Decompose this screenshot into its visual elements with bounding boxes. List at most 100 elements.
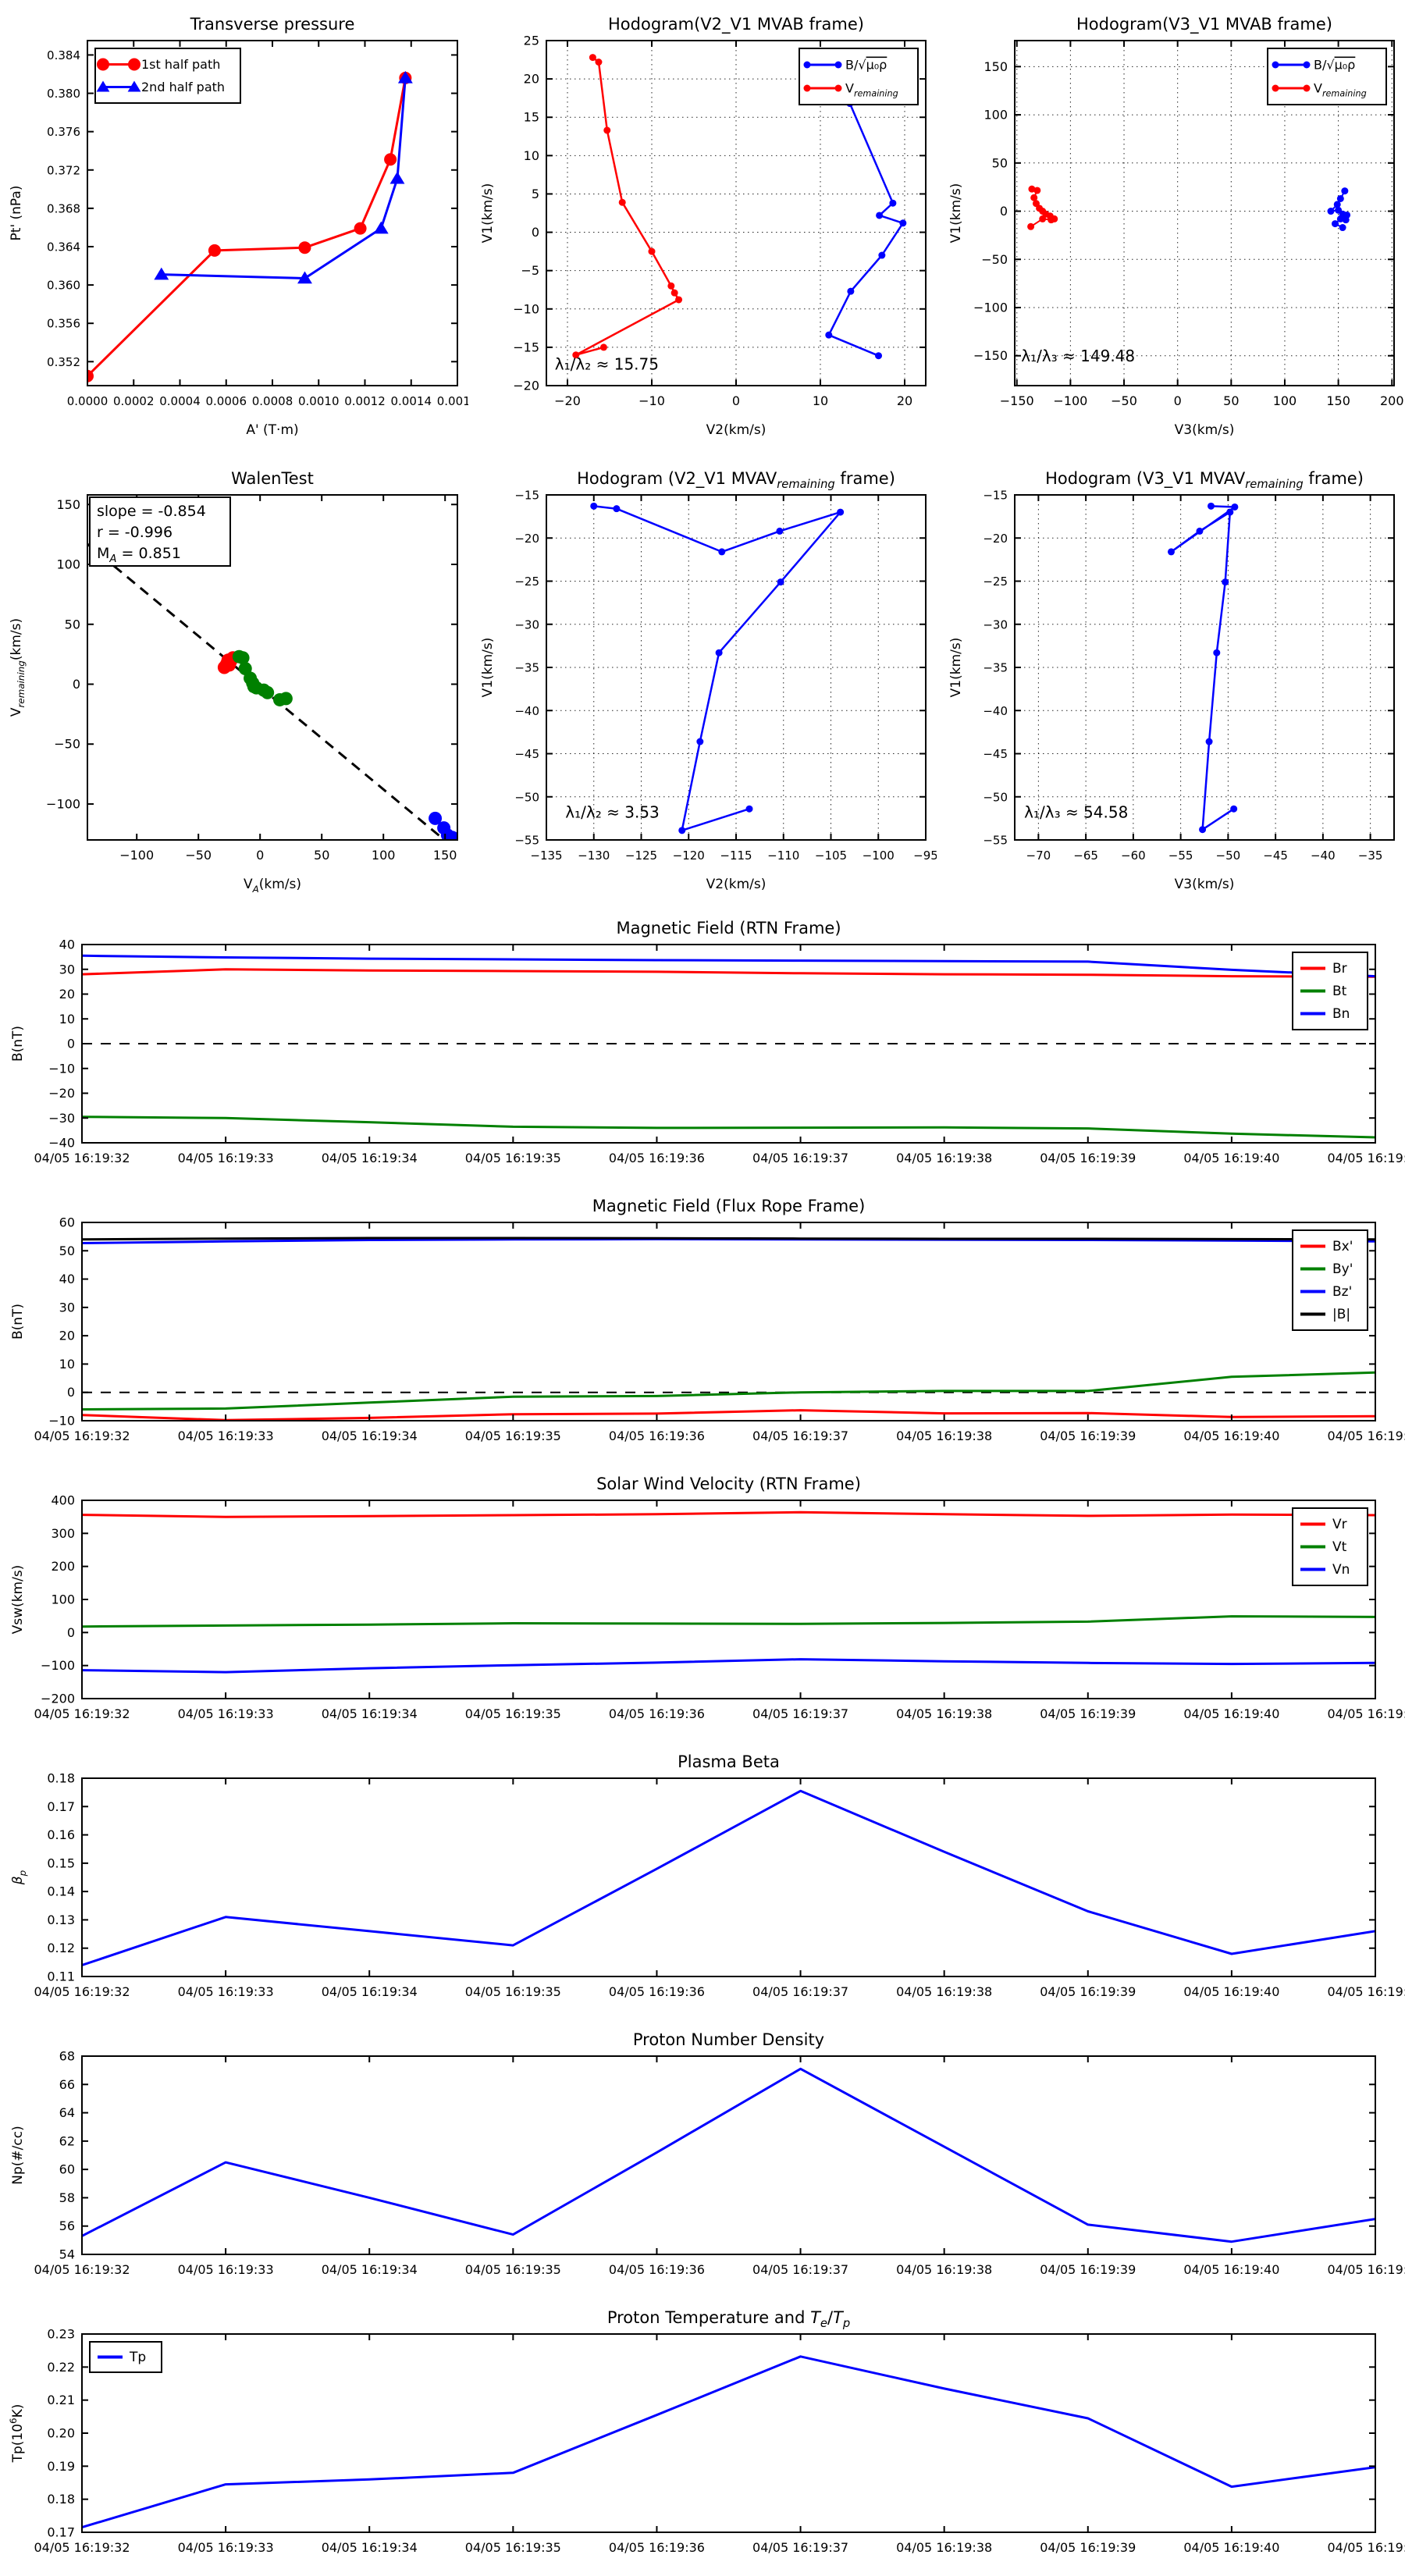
svg-text:300: 300 [51,1526,75,1541]
svg-text:−45: −45 [514,747,539,761]
svg-text:−35: −35 [983,661,1008,675]
svg-text:r = -0.996: r = -0.996 [97,524,173,541]
plot-title-proton-temperature: Proton Temperature and Te/Tp [607,2308,850,2330]
y-axis-label: B(nT) [10,1026,26,1062]
svg-text:0.22: 0.22 [47,2360,75,2375]
plot-proton-temperature: 04/05 16:19:32 04/05 16:19:33 04/05 16:19:… [8,2308,1405,2555]
legend-label: Vt [1332,1539,1347,1555]
plot-title-b-rtn: Magnetic Field (RTN Frame) [616,919,841,938]
legend: Vr Vt Vn [1292,1507,1368,1586]
svg-text:−30: −30 [48,1111,75,1126]
svg-text:0.356: 0.356 [47,317,80,331]
plot-title-hodogram-v3v1-mvav: Hodogram (V3_V1 MVAVremaining frame) [1045,469,1364,491]
legend-label: Bx' [1332,1239,1353,1254]
svg-text:04/05 16:19:36: 04/05 16:19:36 [609,2262,705,2277]
plot-title-vsw-rtn: Solar Wind Velocity (RTN Frame) [596,1475,861,1493]
svg-text:0.23: 0.23 [47,2327,75,2342]
annotation: λ₁/λ₃ ≈ 149.48 [1021,347,1135,365]
svg-text:50: 50 [314,848,329,863]
svg-text:0.368: 0.368 [47,201,80,215]
legend-label: B/√μ₀ρ [845,58,887,73]
svg-text:−135: −135 [530,849,562,863]
svg-text:−55: −55 [514,834,539,848]
svg-text:0: 0 [67,1385,75,1400]
x-axis-label: VA(km/s) [244,877,301,895]
svg-text:0.17: 0.17 [47,2525,75,2540]
svg-text:04/05 16:19:36: 04/05 16:19:36 [609,1984,705,1999]
svg-text:0.0006: 0.0006 [206,394,247,408]
svg-text:04/05 16:19:41: 04/05 16:19:41 [1327,1984,1405,1999]
svg-text:0.0010: 0.0010 [298,394,340,408]
svg-text:−20: −20 [513,379,539,393]
svg-text:04/05 16:19:39: 04/05 16:19:39 [1040,2262,1136,2277]
svg-text:04/05 16:19:34: 04/05 16:19:34 [322,1151,418,1165]
x-axis-label: V3(km/s) [1175,422,1235,438]
svg-text:04/05 16:19:38: 04/05 16:19:38 [896,1429,992,1443]
svg-text:0.18: 0.18 [47,2492,75,2507]
svg-text:0.0014: 0.0014 [391,394,432,408]
legend: Tp [89,2341,162,2373]
plot-hodogram-v2v1-mvav: −135 −130 −125 −120 −115 −110 −105 −100 −95 −55 −5… [480,469,937,892]
svg-text:−25: −25 [983,575,1008,589]
svg-text:04/05 16:19:38: 04/05 16:19:38 [896,2540,992,2555]
legend-label: 1st half path [141,57,220,72]
svg-text:04/05 16:19:40: 04/05 16:19:40 [1183,1984,1279,1999]
svg-text:50: 50 [1223,393,1239,408]
svg-text:−20: −20 [48,1086,75,1101]
svg-text:60: 60 [59,1215,75,1230]
svg-text:−130: −130 [578,849,610,863]
svg-text:−10: −10 [48,1414,75,1429]
svg-text:0.18: 0.18 [47,1771,75,1786]
svg-text:−95: −95 [913,849,937,863]
svg-text:0.20: 0.20 [47,2426,75,2441]
svg-text:04/05 16:19:33: 04/05 16:19:33 [178,1706,274,1721]
legend-label: Bt [1332,984,1347,999]
svg-text:−50: −50 [981,252,1008,267]
legend-label: Vremaining [845,81,898,99]
y-axis-label: Vsw(km/s) [10,1565,26,1635]
legend-label: B/√μ₀ρ [1314,58,1355,73]
legend-label: Vr [1332,1517,1347,1532]
svg-text:−30: −30 [514,617,539,632]
legend: B/√μ₀ρ Vremaining [1267,48,1387,105]
y-axis-label: B(nT) [10,1304,26,1340]
svg-text:−150: −150 [1000,393,1034,408]
svg-text:−120: −120 [673,849,705,863]
svg-text:−125: −125 [625,849,657,863]
x-axis-label: V2(km/s) [706,877,767,892]
legend-label: Br [1332,961,1347,977]
legend-label: Vremaining [1314,81,1367,99]
plot-title-walen-test: WalenTest [231,469,314,488]
plot-title-hodogram-v2v1-mvav: Hodogram (V2_V1 MVAVremaining frame) [577,469,895,491]
svg-text:400: 400 [51,1493,75,1508]
svg-text:0.0004: 0.0004 [159,394,201,408]
svg-text:0.14: 0.14 [47,1884,75,1899]
svg-text:40: 40 [59,938,75,952]
svg-text:−15: −15 [983,489,1008,503]
svg-text:−55: −55 [1168,849,1193,863]
y-axis-label: V1(km/s) [480,183,496,244]
svg-text:04/05 16:19:34: 04/05 16:19:34 [322,2540,418,2555]
svg-text:0: 0 [73,677,80,692]
svg-text:0.13: 0.13 [47,1912,75,1927]
svg-text:0.19: 0.19 [47,2459,75,2474]
svg-text:−100: −100 [863,849,895,863]
plot-title-hodogram-v3v1-mvab: Hodogram(V3_V1 MVAB frame) [1076,15,1332,34]
svg-text:−60: −60 [1121,849,1146,863]
y-axis-label: V1(km/s) [480,638,496,698]
svg-text:150: 150 [56,497,80,512]
svg-text:04/05 16:19:36: 04/05 16:19:36 [609,1706,705,1721]
plot-b-rtn: 04/05 16:19:32 04/05 16:19:33 04/05 16:19:… [10,919,1405,1165]
plot-vsw-rtn: 04/05 16:19:32 04/05 16:19:33 04/05 16:19:… [10,1475,1405,1721]
y-axis-label: V1(km/s) [948,183,964,244]
svg-text:−105: −105 [815,849,847,863]
svg-text:15: 15 [524,110,539,125]
svg-text:10: 10 [59,1357,75,1372]
svg-text:04/05 16:19:34: 04/05 16:19:34 [322,1984,418,1999]
svg-text:04/05 16:19:34: 04/05 16:19:34 [322,1706,418,1721]
svg-text:0: 0 [1174,393,1182,408]
svg-text:100: 100 [51,1592,75,1607]
svg-text:50: 50 [65,617,80,632]
svg-text:0.372: 0.372 [47,163,80,177]
svg-text:0.15: 0.15 [47,1856,75,1870]
